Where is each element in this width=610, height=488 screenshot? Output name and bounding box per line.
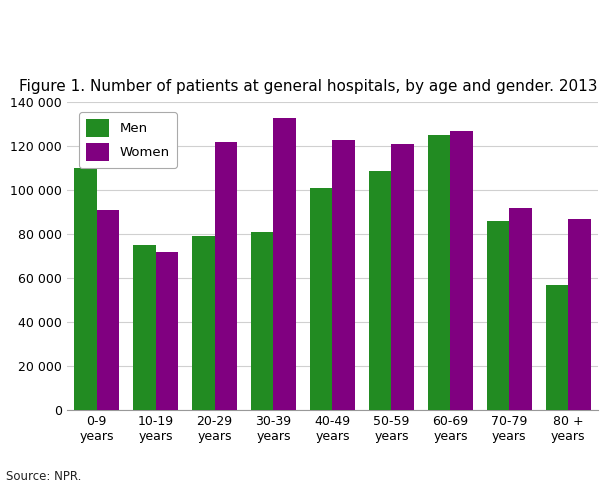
Bar bbox=[332, 140, 355, 410]
Bar bbox=[74, 168, 96, 410]
Bar bbox=[569, 219, 590, 410]
Bar bbox=[96, 210, 119, 410]
Bar bbox=[546, 285, 569, 410]
Text: Figure 1. Number of patients at general hospitals, by age and gender. 2013: Figure 1. Number of patients at general … bbox=[20, 80, 598, 94]
Bar bbox=[509, 208, 532, 410]
Bar bbox=[369, 170, 392, 410]
Bar bbox=[310, 188, 332, 410]
Bar bbox=[487, 221, 509, 410]
Bar bbox=[273, 118, 296, 410]
Bar bbox=[215, 142, 237, 410]
Bar bbox=[392, 144, 414, 410]
Bar bbox=[450, 131, 473, 410]
Legend: Men, Women: Men, Women bbox=[79, 112, 177, 168]
Bar bbox=[133, 245, 156, 410]
Bar bbox=[156, 252, 178, 410]
Text: Source: NPR.: Source: NPR. bbox=[6, 470, 82, 483]
Bar bbox=[192, 236, 215, 410]
Bar bbox=[251, 232, 273, 410]
Bar bbox=[428, 135, 450, 410]
